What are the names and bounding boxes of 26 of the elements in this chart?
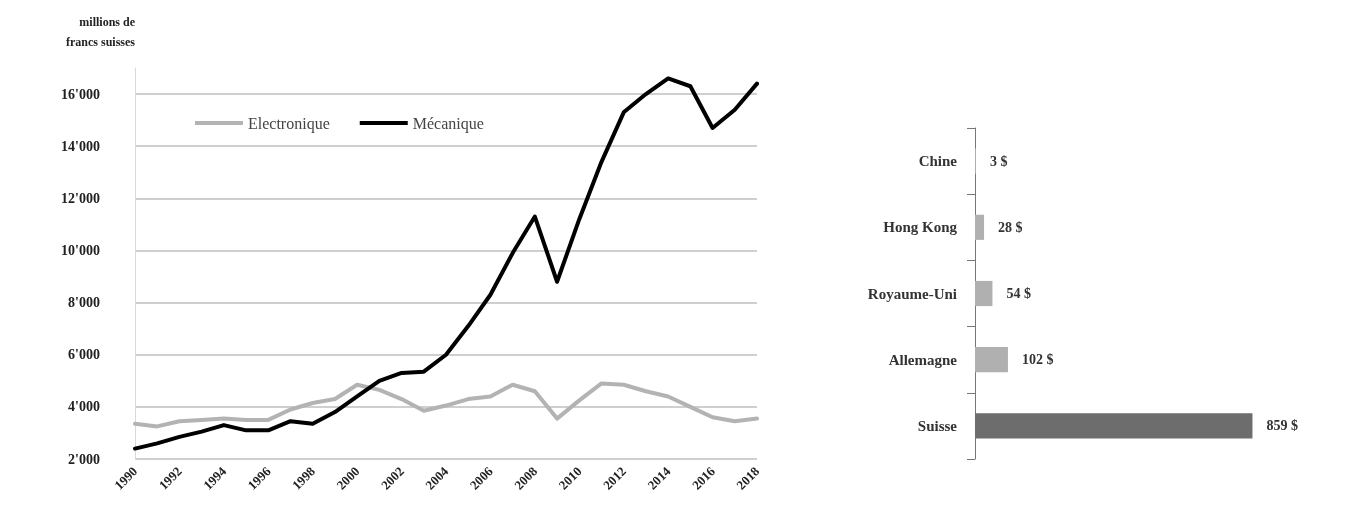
data-label: 28 $ [998,219,1023,235]
y-tick-label: Chine [918,153,958,170]
y-axis-title: millions de francs suisses [65,15,136,49]
y-tick-label: 6'000 [68,347,100,363]
data-label: 102 $ [1021,352,1054,368]
bar [975,347,1008,373]
y-tick-label: 4'000 [68,399,100,415]
y-tick-label: 16'000 [61,86,100,102]
bar [975,214,985,240]
y-tick-label: 8'000 [68,295,100,311]
data-label: 3 $ [989,153,1008,169]
y-tick-label: Allemagne [888,351,958,368]
y-tick-label: Hong Kong [883,219,958,236]
y-tick-label: Royaume-Uni [867,285,957,302]
data-label: 54 $ [1006,286,1031,301]
data-label: 859 $ [1266,418,1298,434]
bar [975,280,993,307]
y-tick-label: Suisse [917,417,958,434]
legend-label: Mécanique [412,114,484,133]
y-tick-label: 12'000 [61,190,100,206]
legend-label: Electronique [248,114,330,133]
y-tick-label: 10'000 [61,242,100,258]
y-tick-label: 14'000 [61,138,100,154]
line-series [133,76,759,451]
y-tick-label: 2'000 [68,451,100,467]
line-series [133,381,759,429]
